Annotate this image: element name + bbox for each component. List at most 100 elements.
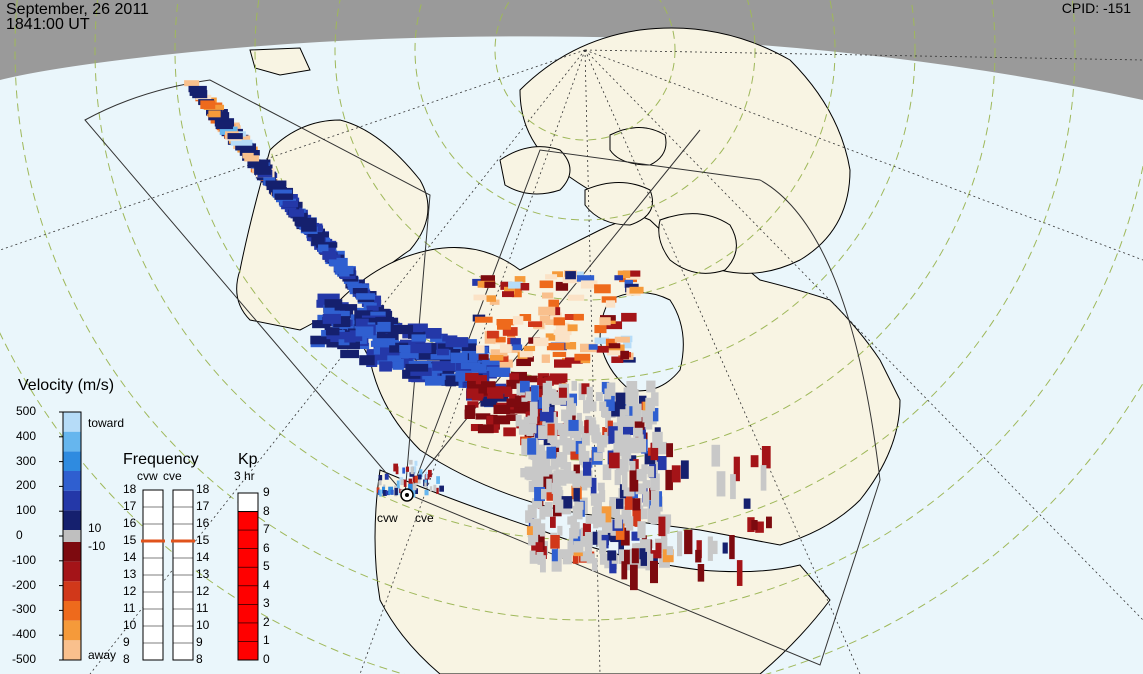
kp-tick-label: 2 xyxy=(263,614,270,629)
scatter-cell xyxy=(533,337,549,347)
scatter-cell xyxy=(554,486,563,503)
scatter-cell xyxy=(576,275,595,282)
scatter-cell xyxy=(208,110,221,118)
scatter-cell xyxy=(537,472,546,488)
velocity-color-segment xyxy=(63,601,81,621)
scatter-cell xyxy=(608,452,620,469)
date-label: September, 26 2011 xyxy=(6,1,149,18)
scatter-cell xyxy=(312,320,331,329)
radar-label-cve: cve xyxy=(415,511,434,525)
baffin-island xyxy=(658,213,737,274)
scatter-cell xyxy=(530,450,541,461)
scatter-cell xyxy=(414,476,418,483)
scatter-cell xyxy=(511,371,527,382)
scatter-cell xyxy=(516,358,531,367)
scatter-cell xyxy=(428,469,432,478)
frequency-tick-left: 18 xyxy=(123,482,137,496)
scatter-cell xyxy=(519,314,532,321)
velocity-color-segment xyxy=(63,490,81,511)
scatter-cell xyxy=(636,468,646,480)
scatter-cell xyxy=(545,333,556,341)
velocity-tick-label: 500 xyxy=(16,404,37,418)
scatter-cell xyxy=(525,375,538,383)
scatter-cell xyxy=(515,414,522,427)
scatter-cell xyxy=(379,489,382,497)
frequency-tick-left: 8 xyxy=(123,652,130,666)
scatter-cell xyxy=(662,549,674,563)
scatter-cell xyxy=(603,526,612,541)
scatter-cell xyxy=(436,487,439,494)
scatter-cell xyxy=(594,325,607,334)
scatter-cell xyxy=(525,466,536,479)
scatter-cell xyxy=(646,380,656,393)
scatter-cell xyxy=(326,332,348,340)
scatter-cell xyxy=(642,491,650,507)
scatter-cell xyxy=(528,481,538,493)
scatter-cell xyxy=(375,316,394,325)
scatter-cell xyxy=(394,487,398,496)
scatter-cell xyxy=(311,236,325,246)
scatter-cell xyxy=(599,317,611,326)
scatter-cell xyxy=(629,455,637,466)
velocity-color-segment xyxy=(63,412,81,432)
scatter-cell xyxy=(244,155,260,162)
scatter-cell xyxy=(482,359,501,366)
scatter-cell xyxy=(240,150,260,156)
scatter-cell xyxy=(188,85,207,93)
scatter-cell xyxy=(514,276,526,283)
scatter-cell xyxy=(549,373,568,383)
night-region xyxy=(0,0,1143,100)
scatter-cell xyxy=(565,271,576,280)
scatter-cell xyxy=(572,555,579,564)
scatter-cell xyxy=(567,439,576,455)
scatter-cell xyxy=(396,480,400,488)
scatter-cell xyxy=(611,401,620,417)
scatter-cell xyxy=(543,437,551,446)
scatter-cell xyxy=(550,516,556,528)
scatter-cell xyxy=(592,432,602,444)
scatter-cell xyxy=(696,540,702,559)
velocity-color-segment xyxy=(63,451,81,471)
scatter-cell xyxy=(512,344,523,351)
scatter-cell xyxy=(390,324,414,335)
scatter-cell xyxy=(436,476,440,484)
scatter-cell xyxy=(192,90,208,99)
scatter-cell xyxy=(551,482,561,494)
velocity-tick-label: 300 xyxy=(16,453,37,468)
scatter-cell xyxy=(545,380,553,394)
scatter-cell xyxy=(413,490,416,498)
scatter-cell xyxy=(337,341,360,350)
scatter-cell xyxy=(411,334,427,342)
scatter-cell xyxy=(461,348,482,359)
scatter-cell xyxy=(551,544,558,562)
scatter-cell xyxy=(604,388,612,400)
scatter-cell xyxy=(559,423,571,437)
scatter-cell xyxy=(665,469,673,491)
scatter-cell xyxy=(359,355,375,366)
scatter-cell xyxy=(539,523,546,537)
scatter-cell xyxy=(230,139,253,146)
scatter-cell xyxy=(625,415,634,434)
scatter-cell xyxy=(379,361,392,372)
scatter-cell xyxy=(733,456,740,482)
scatter-cell xyxy=(608,343,621,349)
scatter-cell xyxy=(445,337,469,348)
scatter-cell xyxy=(596,513,606,526)
scatter-cell xyxy=(722,542,728,554)
scatter-cell xyxy=(467,380,476,390)
scatter-cell xyxy=(254,166,272,175)
velocity-tick-label: -200 xyxy=(12,577,37,592)
scatter-cell xyxy=(370,340,388,347)
scatter-cell xyxy=(572,474,581,488)
scatter-cell xyxy=(502,327,518,336)
scatter-cell xyxy=(622,270,641,277)
frequency-tick-left: 14 xyxy=(123,550,137,564)
scatter-cell xyxy=(581,551,591,561)
velocity-color-segment xyxy=(63,620,81,641)
scatter-cell xyxy=(633,427,643,437)
scatter-cell xyxy=(506,379,520,389)
scatter-cell xyxy=(573,431,582,441)
scatter-cell xyxy=(614,336,630,343)
scatter-cell xyxy=(607,550,617,561)
velocity-color-segment xyxy=(63,510,81,530)
